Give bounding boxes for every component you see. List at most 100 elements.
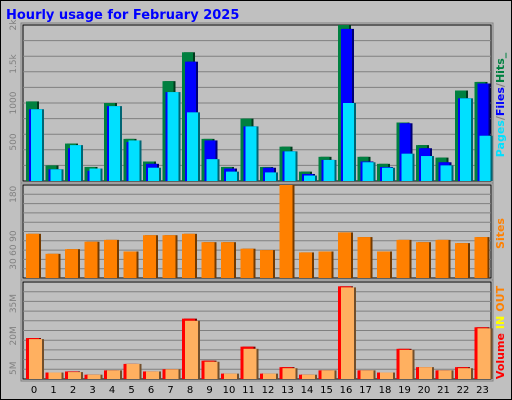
x-tick-label: 14 bbox=[301, 385, 314, 396]
bar-pages bbox=[109, 106, 122, 181]
bar-volume-out-face bbox=[321, 370, 335, 379]
y-axis-label-volume-part: OUT bbox=[494, 285, 507, 311]
bar-volume-out bbox=[302, 374, 317, 379]
bar-volume-out bbox=[477, 328, 493, 379]
bar-volume-out bbox=[419, 367, 434, 379]
bar-sites bbox=[357, 237, 373, 278]
bar-volume-out-face bbox=[458, 368, 471, 379]
x-tick-label: 0 bbox=[31, 385, 37, 396]
x-tick-label: 15 bbox=[320, 385, 333, 396]
bar-volume-out bbox=[146, 371, 161, 379]
bar-pages-face bbox=[89, 168, 101, 181]
bar-pages-face bbox=[440, 165, 452, 181]
bar-volume-out bbox=[438, 370, 454, 379]
bar-volume-out bbox=[282, 368, 298, 379]
bar-volume-out bbox=[185, 320, 200, 379]
bar-pages-face bbox=[304, 175, 315, 181]
bar-pages-face bbox=[50, 169, 62, 181]
bar-sites-face bbox=[123, 251, 137, 278]
bar-pages bbox=[245, 126, 259, 181]
bar-sites-face bbox=[338, 232, 351, 278]
x-tick-label: 20 bbox=[418, 385, 431, 396]
bar-sites bbox=[123, 251, 139, 278]
bar-pages bbox=[304, 175, 317, 181]
bar-volume-out-face bbox=[438, 370, 452, 379]
bar-sites bbox=[455, 243, 470, 278]
x-tick-label: 23 bbox=[476, 385, 489, 396]
y-tick-label: 5M bbox=[9, 361, 19, 375]
bar-pages-face bbox=[343, 103, 354, 181]
bar-sites bbox=[45, 253, 61, 278]
x-tick-label: 18 bbox=[379, 385, 392, 396]
x-tick-label: 3 bbox=[89, 385, 95, 396]
bar-pages-face bbox=[187, 112, 198, 181]
bar-sites bbox=[201, 242, 217, 278]
x-tick-label: 8 bbox=[187, 385, 193, 396]
bar-volume-out-face bbox=[68, 372, 81, 379]
bar-sites-face bbox=[84, 241, 98, 278]
bar-pages-face bbox=[167, 92, 179, 181]
y-axis-label-volume: Volume/IN/OUT bbox=[494, 285, 507, 379]
bar-volume-out-face bbox=[107, 370, 120, 379]
y-tick-label: 30 bbox=[9, 258, 19, 270]
bar-pages bbox=[265, 172, 278, 181]
x-tick-label: 4 bbox=[109, 385, 115, 396]
bar-sites bbox=[221, 242, 236, 278]
x-tick-label: 16 bbox=[340, 385, 353, 396]
y-axis-label-volume-part: / bbox=[494, 311, 507, 316]
bar-pages-face bbox=[460, 98, 471, 181]
bar-files-face bbox=[399, 123, 411, 181]
bar-volume-out-face bbox=[165, 369, 179, 379]
bar-volume-out bbox=[321, 370, 337, 379]
bar-pages bbox=[31, 109, 44, 181]
y-axis-label-pages-files-hits-part: / bbox=[494, 82, 507, 87]
bar-pages-face bbox=[284, 151, 296, 181]
x-tick-label: 2 bbox=[70, 385, 76, 396]
bar-sites-face bbox=[318, 251, 332, 278]
bar-pages bbox=[323, 159, 337, 181]
y-axis-label-sites-part: Sites bbox=[494, 218, 507, 249]
y-tick-label: 1000 bbox=[9, 91, 19, 114]
bar-sites bbox=[104, 239, 119, 278]
bar-volume-out bbox=[87, 374, 103, 379]
bar-files-face bbox=[477, 83, 489, 181]
bar-sites bbox=[143, 235, 158, 278]
bar-pages bbox=[50, 169, 64, 181]
bar-sites-face bbox=[377, 251, 390, 278]
bar-sites bbox=[279, 185, 295, 278]
chart-title: Hourly usage for February 2025 bbox=[6, 8, 239, 23]
bar-sites bbox=[318, 251, 334, 278]
bar-sites bbox=[84, 241, 100, 278]
bar-pages-face bbox=[382, 167, 393, 181]
bar-volume-out-face bbox=[224, 373, 237, 379]
bar-sites bbox=[377, 251, 392, 278]
bar-sites-face bbox=[221, 242, 234, 278]
y-axis-label-volume-part: Volume bbox=[494, 333, 507, 379]
bar-sites bbox=[396, 239, 412, 278]
bar-sites-face bbox=[435, 239, 449, 278]
bar-volume-out bbox=[341, 287, 356, 379]
bar-sites-face bbox=[201, 242, 215, 278]
y-tick-label: 180 bbox=[9, 185, 19, 202]
bar-sites bbox=[260, 250, 275, 278]
bar-pages-face bbox=[479, 135, 491, 181]
bar-pages bbox=[421, 156, 434, 181]
bar-pages bbox=[226, 171, 239, 181]
bar-sites-face bbox=[240, 248, 254, 278]
x-tick-label: 7 bbox=[167, 385, 173, 396]
bar-pages bbox=[460, 98, 473, 181]
bar-volume-out-face bbox=[399, 349, 413, 379]
bar-sites-face bbox=[182, 233, 195, 278]
x-tick-label: 10 bbox=[223, 385, 236, 396]
bar-volume-out bbox=[48, 372, 64, 379]
bar-volume-out bbox=[126, 363, 142, 379]
bar-pages bbox=[284, 151, 298, 181]
y-axis-label-volume-part: / bbox=[494, 328, 507, 333]
x-tick-label: 12 bbox=[262, 385, 275, 396]
bar-pages-face bbox=[245, 126, 257, 181]
y-axis-label-pages-files-hits-part: Hits bbox=[494, 58, 507, 83]
bar-pages-face bbox=[401, 153, 413, 181]
y-axis-label-pages-files-hits-part: / bbox=[494, 115, 507, 120]
bar-volume-out bbox=[360, 370, 376, 379]
bar-pages-face bbox=[109, 106, 120, 181]
